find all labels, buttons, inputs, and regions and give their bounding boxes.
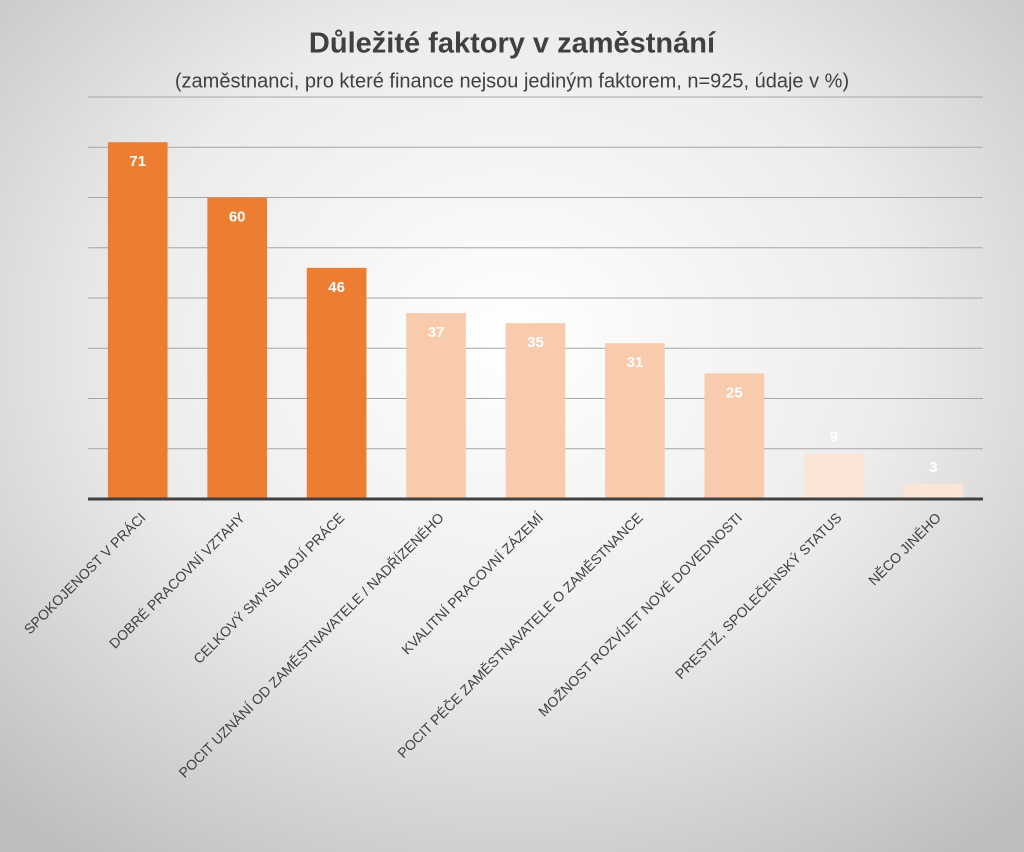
value-label: 60 — [229, 208, 246, 225]
chart-subtitle: (zaměstnanci, pro které finance nejsou j… — [175, 70, 849, 92]
bar — [505, 323, 566, 499]
value-label: 37 — [428, 324, 445, 341]
chart-title: Důležité faktory v zaměstnání — [309, 28, 716, 60]
value-label: 31 — [627, 354, 644, 371]
value-label: 3 — [929, 459, 937, 476]
value-label: 71 — [129, 153, 146, 170]
value-label: 46 — [328, 279, 345, 296]
bar — [406, 313, 466, 499]
value-label: 25 — [726, 384, 743, 401]
bar — [207, 197, 267, 499]
value-label: 9 — [830, 429, 838, 446]
bar — [605, 343, 665, 499]
bar — [107, 142, 168, 499]
value-label: 35 — [527, 334, 544, 351]
bar — [804, 453, 864, 499]
bar — [704, 373, 765, 499]
bar — [903, 483, 964, 499]
bar — [306, 267, 367, 499]
